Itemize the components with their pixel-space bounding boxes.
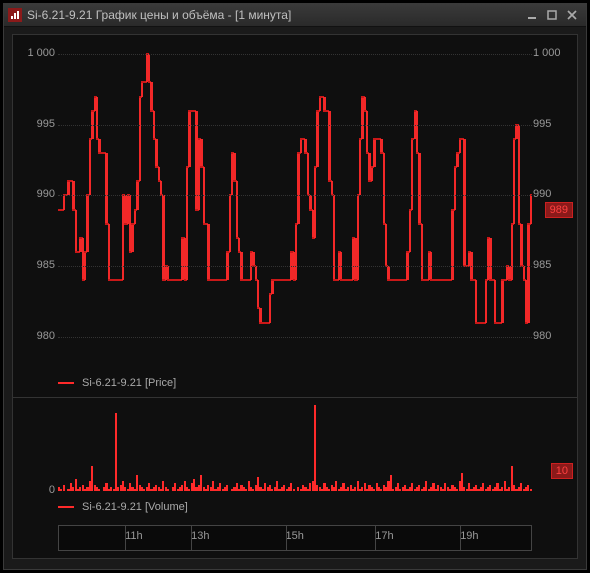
price-ytick-right: 980 — [533, 330, 571, 342]
price-ytick-right: 995 — [533, 118, 571, 130]
volume-current-badge: 10 — [551, 463, 573, 479]
close-button[interactable] — [562, 7, 582, 23]
chart-body: 989 Si-6.21-9.21 [Price] 980 980 985 985 990… — [12, 34, 578, 559]
time-tick: 19h — [460, 530, 478, 542]
price-ytick-left: 990 — [17, 188, 55, 200]
minimize-button[interactable] — [522, 7, 542, 23]
price-ytick-left: 995 — [17, 118, 55, 130]
volume-ytick-left: 0 — [17, 484, 55, 496]
chart-window: Si-6.21-9.21 График цены и объёма - [1 м… — [3, 3, 587, 570]
window-title: Si-6.21-9.21 График цены и объёма - [1 м… — [27, 8, 522, 22]
time-tick: 17h — [375, 530, 393, 542]
price-pane[interactable]: 989 Si-6.21-9.21 [Price] 980 980 985 985 990… — [13, 35, 577, 395]
volume-plot[interactable] — [58, 399, 532, 491]
price-legend: Si-6.21-9.21 [Price] — [58, 377, 176, 389]
time-axis[interactable]: 11h 13h 15h 17h 19h — [58, 525, 532, 551]
volume-legend-text: Si-6.21-9.21 [Volume] — [82, 501, 188, 513]
window-controls — [522, 7, 582, 23]
time-tick: 15h — [286, 530, 304, 542]
price-ytick-right: 1 000 — [533, 47, 571, 59]
price-plot[interactable] — [58, 40, 532, 365]
time-tick: 13h — [191, 530, 209, 542]
price-ytick-right: 985 — [533, 259, 571, 271]
price-legend-text: Si-6.21-9.21 [Price] — [82, 377, 176, 389]
volume-legend: Si-6.21-9.21 [Volume] — [58, 501, 188, 513]
maximize-button[interactable] — [542, 7, 562, 23]
volume-pane[interactable]: 10 Si-6.21-9.21 [Volume] 0 — [13, 397, 577, 517]
time-tick: 11h — [125, 530, 143, 542]
price-legend-swatch — [58, 382, 74, 384]
price-ytick-left: 1 000 — [17, 47, 55, 59]
price-ytick-left: 985 — [17, 259, 55, 271]
app-icon — [8, 8, 22, 22]
title-bar[interactable]: Si-6.21-9.21 График цены и объёма - [1 м… — [4, 4, 586, 27]
price-current-badge: 989 — [545, 202, 573, 218]
price-ytick-left: 980 — [17, 330, 55, 342]
price-ytick-right: 990 — [533, 188, 571, 200]
volume-legend-swatch — [58, 506, 74, 508]
